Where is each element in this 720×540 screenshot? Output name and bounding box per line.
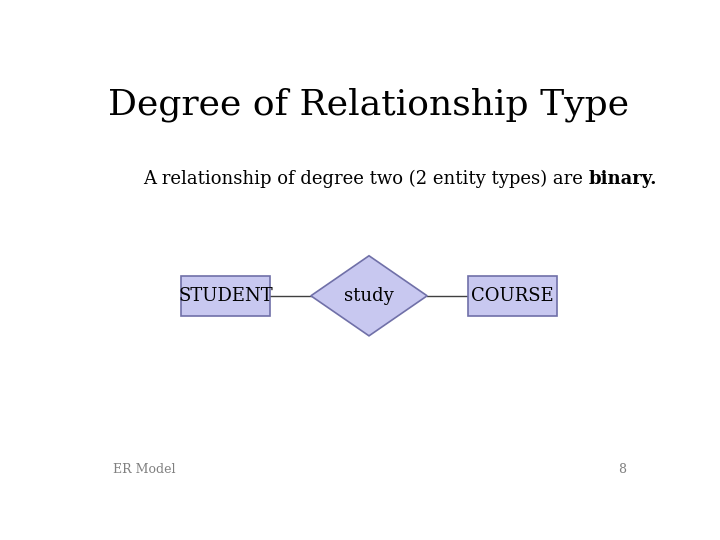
Text: Degree of Relationship Type: Degree of Relationship Type — [109, 87, 629, 122]
Text: A relationship of degree two (2 entity types) are: A relationship of degree two (2 entity t… — [143, 170, 588, 188]
FancyBboxPatch shape — [181, 276, 270, 316]
Polygon shape — [311, 256, 427, 336]
Text: COURSE: COURSE — [471, 287, 554, 305]
Text: 8: 8 — [618, 463, 626, 476]
Text: binary.: binary. — [588, 170, 657, 188]
Text: STUDENT: STUDENT — [179, 287, 273, 305]
Text: ER Model: ER Model — [113, 463, 176, 476]
FancyBboxPatch shape — [468, 276, 557, 316]
Text: study: study — [344, 287, 394, 305]
